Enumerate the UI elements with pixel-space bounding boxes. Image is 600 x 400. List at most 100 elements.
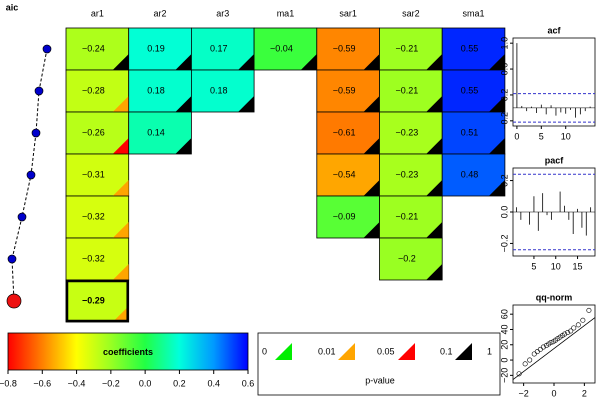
legend-break: 0.01: [318, 346, 336, 356]
qq-point: [540, 344, 546, 350]
pvalue-triangle: [300, 54, 317, 70]
cell: [379, 153, 443, 197]
aic-point: [31, 128, 41, 138]
cell: [379, 237, 443, 281]
cell-label: −0.21: [395, 85, 418, 95]
pvalue-triangle: [363, 180, 380, 196]
y-tick-label: 0: [499, 358, 509, 363]
pvalue-triangle: [238, 96, 255, 112]
cell-label: −0.31: [82, 169, 105, 179]
cell: [441, 69, 506, 113]
x-tick-label: 15: [573, 261, 583, 271]
y-tick-label: 20: [499, 340, 509, 350]
cell-label: 0.17: [210, 43, 228, 53]
cell: [65, 111, 130, 155]
panel-box: [512, 37, 596, 127]
y-tick-label: 40: [499, 324, 509, 334]
cell-label: −0.09: [333, 211, 356, 221]
cell: [128, 111, 192, 155]
cell: [379, 69, 443, 113]
pvalue-triangle: [363, 138, 380, 154]
pvalue-triangle: [363, 54, 380, 70]
pvalue-triangle: [112, 180, 129, 196]
pvalue-triangle: [112, 306, 129, 322]
cell: [379, 27, 443, 71]
legend-triangle: [398, 343, 415, 360]
cell-label: −0.59: [333, 43, 356, 53]
legend-break: 1: [487, 346, 492, 356]
cell-label: 0.19: [147, 43, 165, 53]
pvalue-triangle: [488, 138, 505, 154]
highlight-border: [65, 279, 129, 323]
aic-point: [26, 170, 36, 180]
cell-label: −0.28: [82, 85, 105, 95]
qq-point: [586, 307, 592, 313]
qq-point: [562, 331, 568, 337]
cell-label: −0.61: [333, 127, 356, 137]
qq-point: [522, 361, 528, 367]
cell-label: 0.48: [461, 169, 479, 179]
aic-point: [6, 293, 22, 309]
legend-break: 0: [262, 346, 267, 356]
cell: [441, 27, 506, 71]
qq-line: [512, 317, 596, 380]
legend-title: p-value: [365, 375, 395, 385]
aic-title: aic: [6, 2, 19, 12]
pvalue-triangle: [488, 96, 505, 112]
x-tick-label: 2: [582, 388, 587, 398]
legend-break: 0.1: [440, 346, 453, 356]
qq-point: [580, 317, 586, 323]
cell-label: −0.2: [398, 253, 416, 263]
colorbar-tick-label: −0.8: [0, 378, 17, 388]
cell: [65, 27, 130, 71]
cell: [128, 27, 192, 71]
legend-triangle: [338, 343, 355, 360]
pvalue-triangle: [426, 54, 443, 70]
cell: [316, 27, 380, 71]
pvalue-triangle: [112, 96, 129, 112]
pvalue-triangle: [426, 138, 443, 154]
colorbar-tick-label: 0.0: [139, 378, 152, 388]
colorbar: [7, 332, 249, 371]
cell: [190, 69, 255, 113]
column-label: ar1: [91, 8, 104, 18]
aic-point: [17, 212, 27, 222]
x-tick-label: 5: [531, 261, 536, 271]
panel-title: pacf: [545, 155, 565, 165]
cell-label: −0.54: [333, 169, 356, 179]
pvalue-triangle: [112, 222, 129, 238]
qq-point: [527, 357, 533, 363]
cell-label: 0.55: [461, 85, 479, 95]
qq-point: [548, 339, 554, 345]
cell-label: −0.21: [395, 43, 418, 53]
column-label: sar1: [339, 8, 357, 18]
cell-label: 0.18: [210, 85, 228, 95]
cell: [441, 153, 506, 197]
qq-point: [571, 325, 577, 331]
cell: [65, 69, 130, 113]
cell-label: −0.21: [395, 211, 418, 221]
y-tick-label: 0.6: [499, 63, 509, 76]
cell: [128, 69, 192, 113]
cell-label: 0.18: [147, 85, 165, 95]
legend-box: [257, 332, 501, 396]
x-tick-label: 10: [551, 261, 561, 271]
colorbar-tick-label: 0.6: [242, 378, 255, 388]
x-tick-label: 0: [551, 388, 556, 398]
y-tick-label: 0.0: [499, 206, 509, 219]
cell-label: 0.55: [461, 43, 479, 53]
qq-point: [565, 330, 571, 336]
legend-triangle: [275, 343, 292, 360]
pvalue-triangle: [488, 180, 505, 196]
cell-label: −0.04: [270, 43, 293, 53]
qq-point: [537, 346, 543, 352]
pvalue-triangle: [426, 180, 443, 196]
pvalue-triangle: [426, 264, 443, 280]
cell-label: −0.26: [82, 127, 105, 137]
x-tick-label: 10: [561, 131, 571, 141]
qq-point: [531, 351, 537, 357]
y-tick-label: −20: [499, 368, 509, 383]
x-tick-label: 5: [539, 131, 544, 141]
pvalue-triangle: [175, 96, 192, 112]
cell: [65, 153, 130, 197]
